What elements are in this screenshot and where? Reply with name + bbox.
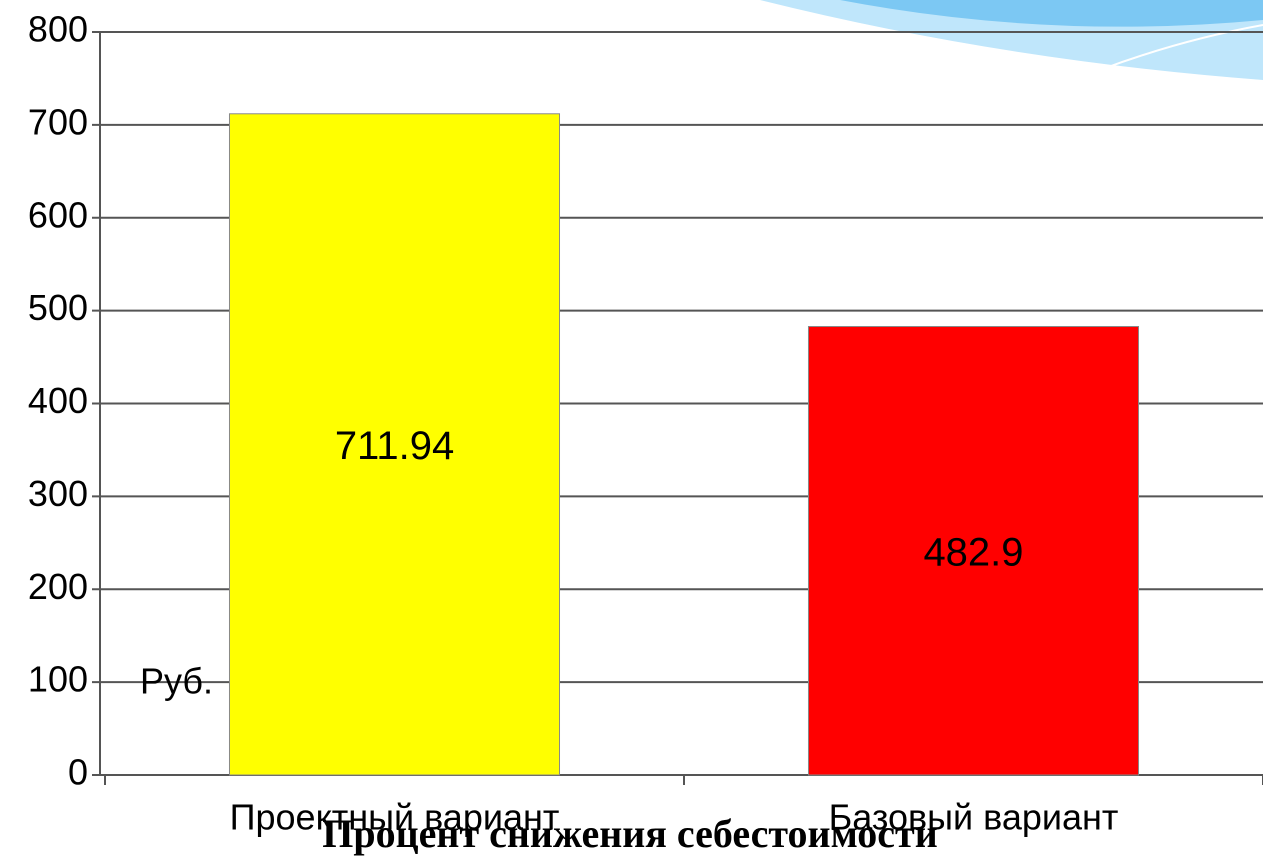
y-tick-label: 200 <box>28 566 88 607</box>
y-tick-label: 700 <box>28 101 88 142</box>
y-tick-label: 800 <box>28 9 88 50</box>
y-tick-label: 400 <box>28 380 88 421</box>
decoration <box>760 0 1263 80</box>
annotation: Руб. <box>140 661 213 702</box>
value-label: 711.94 <box>335 424 454 468</box>
y-tick-label: 0 <box>68 752 88 793</box>
y-tick-label: 500 <box>28 287 88 328</box>
chart: 0100200300400500600700800Проектный вариа… <box>0 0 1263 856</box>
y-tick-label: 600 <box>28 194 88 235</box>
y-tick-label: 300 <box>28 473 88 514</box>
chart-title: Процент снижения себестоимости <box>322 811 937 856</box>
y-tick-label: 100 <box>28 659 88 700</box>
value-label: 482.9 <box>923 530 1023 574</box>
